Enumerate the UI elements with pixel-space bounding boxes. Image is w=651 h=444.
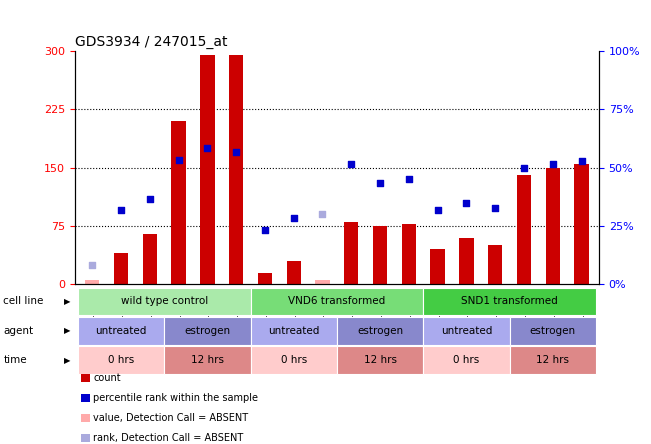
Bar <box>337 317 423 345</box>
Bar <box>164 317 251 345</box>
Point <box>490 204 501 212</box>
Bar <box>546 168 560 284</box>
Bar <box>114 253 128 284</box>
Bar <box>517 175 531 284</box>
Text: 12 hrs: 12 hrs <box>536 355 570 365</box>
Bar <box>459 238 474 284</box>
Text: count: count <box>93 373 120 383</box>
Point <box>116 207 126 214</box>
Bar <box>258 273 272 284</box>
Point <box>462 199 472 206</box>
Text: 0 hrs: 0 hrs <box>453 355 480 365</box>
Bar <box>488 245 503 284</box>
Bar <box>315 280 329 284</box>
Bar <box>77 317 164 345</box>
Bar <box>77 346 164 374</box>
Text: value, Detection Call = ABSENT: value, Detection Call = ABSENT <box>93 413 248 423</box>
Bar <box>373 226 387 284</box>
Bar <box>81 394 90 402</box>
Text: 0 hrs: 0 hrs <box>108 355 134 365</box>
Point <box>145 195 155 202</box>
Text: cell line: cell line <box>3 297 44 306</box>
Text: ▶: ▶ <box>64 356 70 365</box>
Text: 12 hrs: 12 hrs <box>364 355 396 365</box>
Text: estrogen: estrogen <box>357 326 403 336</box>
Text: untreated: untreated <box>268 326 320 336</box>
Point <box>202 145 212 152</box>
Bar <box>77 288 251 315</box>
Point <box>404 176 414 183</box>
Bar <box>251 288 423 315</box>
Text: agent: agent <box>3 326 33 336</box>
Text: VND6 transformed: VND6 transformed <box>288 297 385 306</box>
Point <box>375 180 385 187</box>
Bar <box>229 55 243 284</box>
Bar <box>574 164 589 284</box>
Text: rank, Detection Call = ABSENT: rank, Detection Call = ABSENT <box>93 433 243 443</box>
Bar <box>510 317 596 345</box>
Point <box>576 158 587 165</box>
Text: estrogen: estrogen <box>530 326 576 336</box>
Bar <box>164 346 251 374</box>
Text: 12 hrs: 12 hrs <box>191 355 224 365</box>
Bar <box>402 224 416 284</box>
Text: ▶: ▶ <box>64 297 70 306</box>
Text: estrogen: estrogen <box>184 326 230 336</box>
Point <box>288 214 299 222</box>
Bar <box>85 280 100 284</box>
Bar <box>423 288 596 315</box>
Point <box>547 160 558 167</box>
Bar <box>171 121 186 284</box>
Bar <box>430 249 445 284</box>
Point <box>260 226 270 234</box>
Text: SND1 transformed: SND1 transformed <box>462 297 558 306</box>
Bar <box>251 346 337 374</box>
Bar <box>81 434 90 442</box>
Point <box>231 148 242 156</box>
Point <box>432 207 443 214</box>
Bar <box>81 414 90 422</box>
Text: 0 hrs: 0 hrs <box>281 355 307 365</box>
Bar <box>251 317 337 345</box>
Point <box>87 261 98 268</box>
Text: percentile rank within the sample: percentile rank within the sample <box>93 393 258 403</box>
Text: time: time <box>3 355 27 365</box>
Point <box>519 164 529 171</box>
Point <box>317 211 327 218</box>
Bar <box>423 317 510 345</box>
Text: wild type control: wild type control <box>120 297 208 306</box>
Bar <box>200 55 215 284</box>
Bar <box>344 222 359 284</box>
Point <box>173 156 184 163</box>
Text: ▶: ▶ <box>64 326 70 335</box>
Bar <box>337 346 423 374</box>
Bar <box>510 346 596 374</box>
Text: untreated: untreated <box>95 326 146 336</box>
Bar <box>81 374 90 382</box>
Bar <box>143 234 157 284</box>
Bar <box>286 261 301 284</box>
Text: untreated: untreated <box>441 326 492 336</box>
Text: GDS3934 / 247015_at: GDS3934 / 247015_at <box>75 35 227 49</box>
Bar <box>423 346 510 374</box>
Point <box>346 160 357 167</box>
